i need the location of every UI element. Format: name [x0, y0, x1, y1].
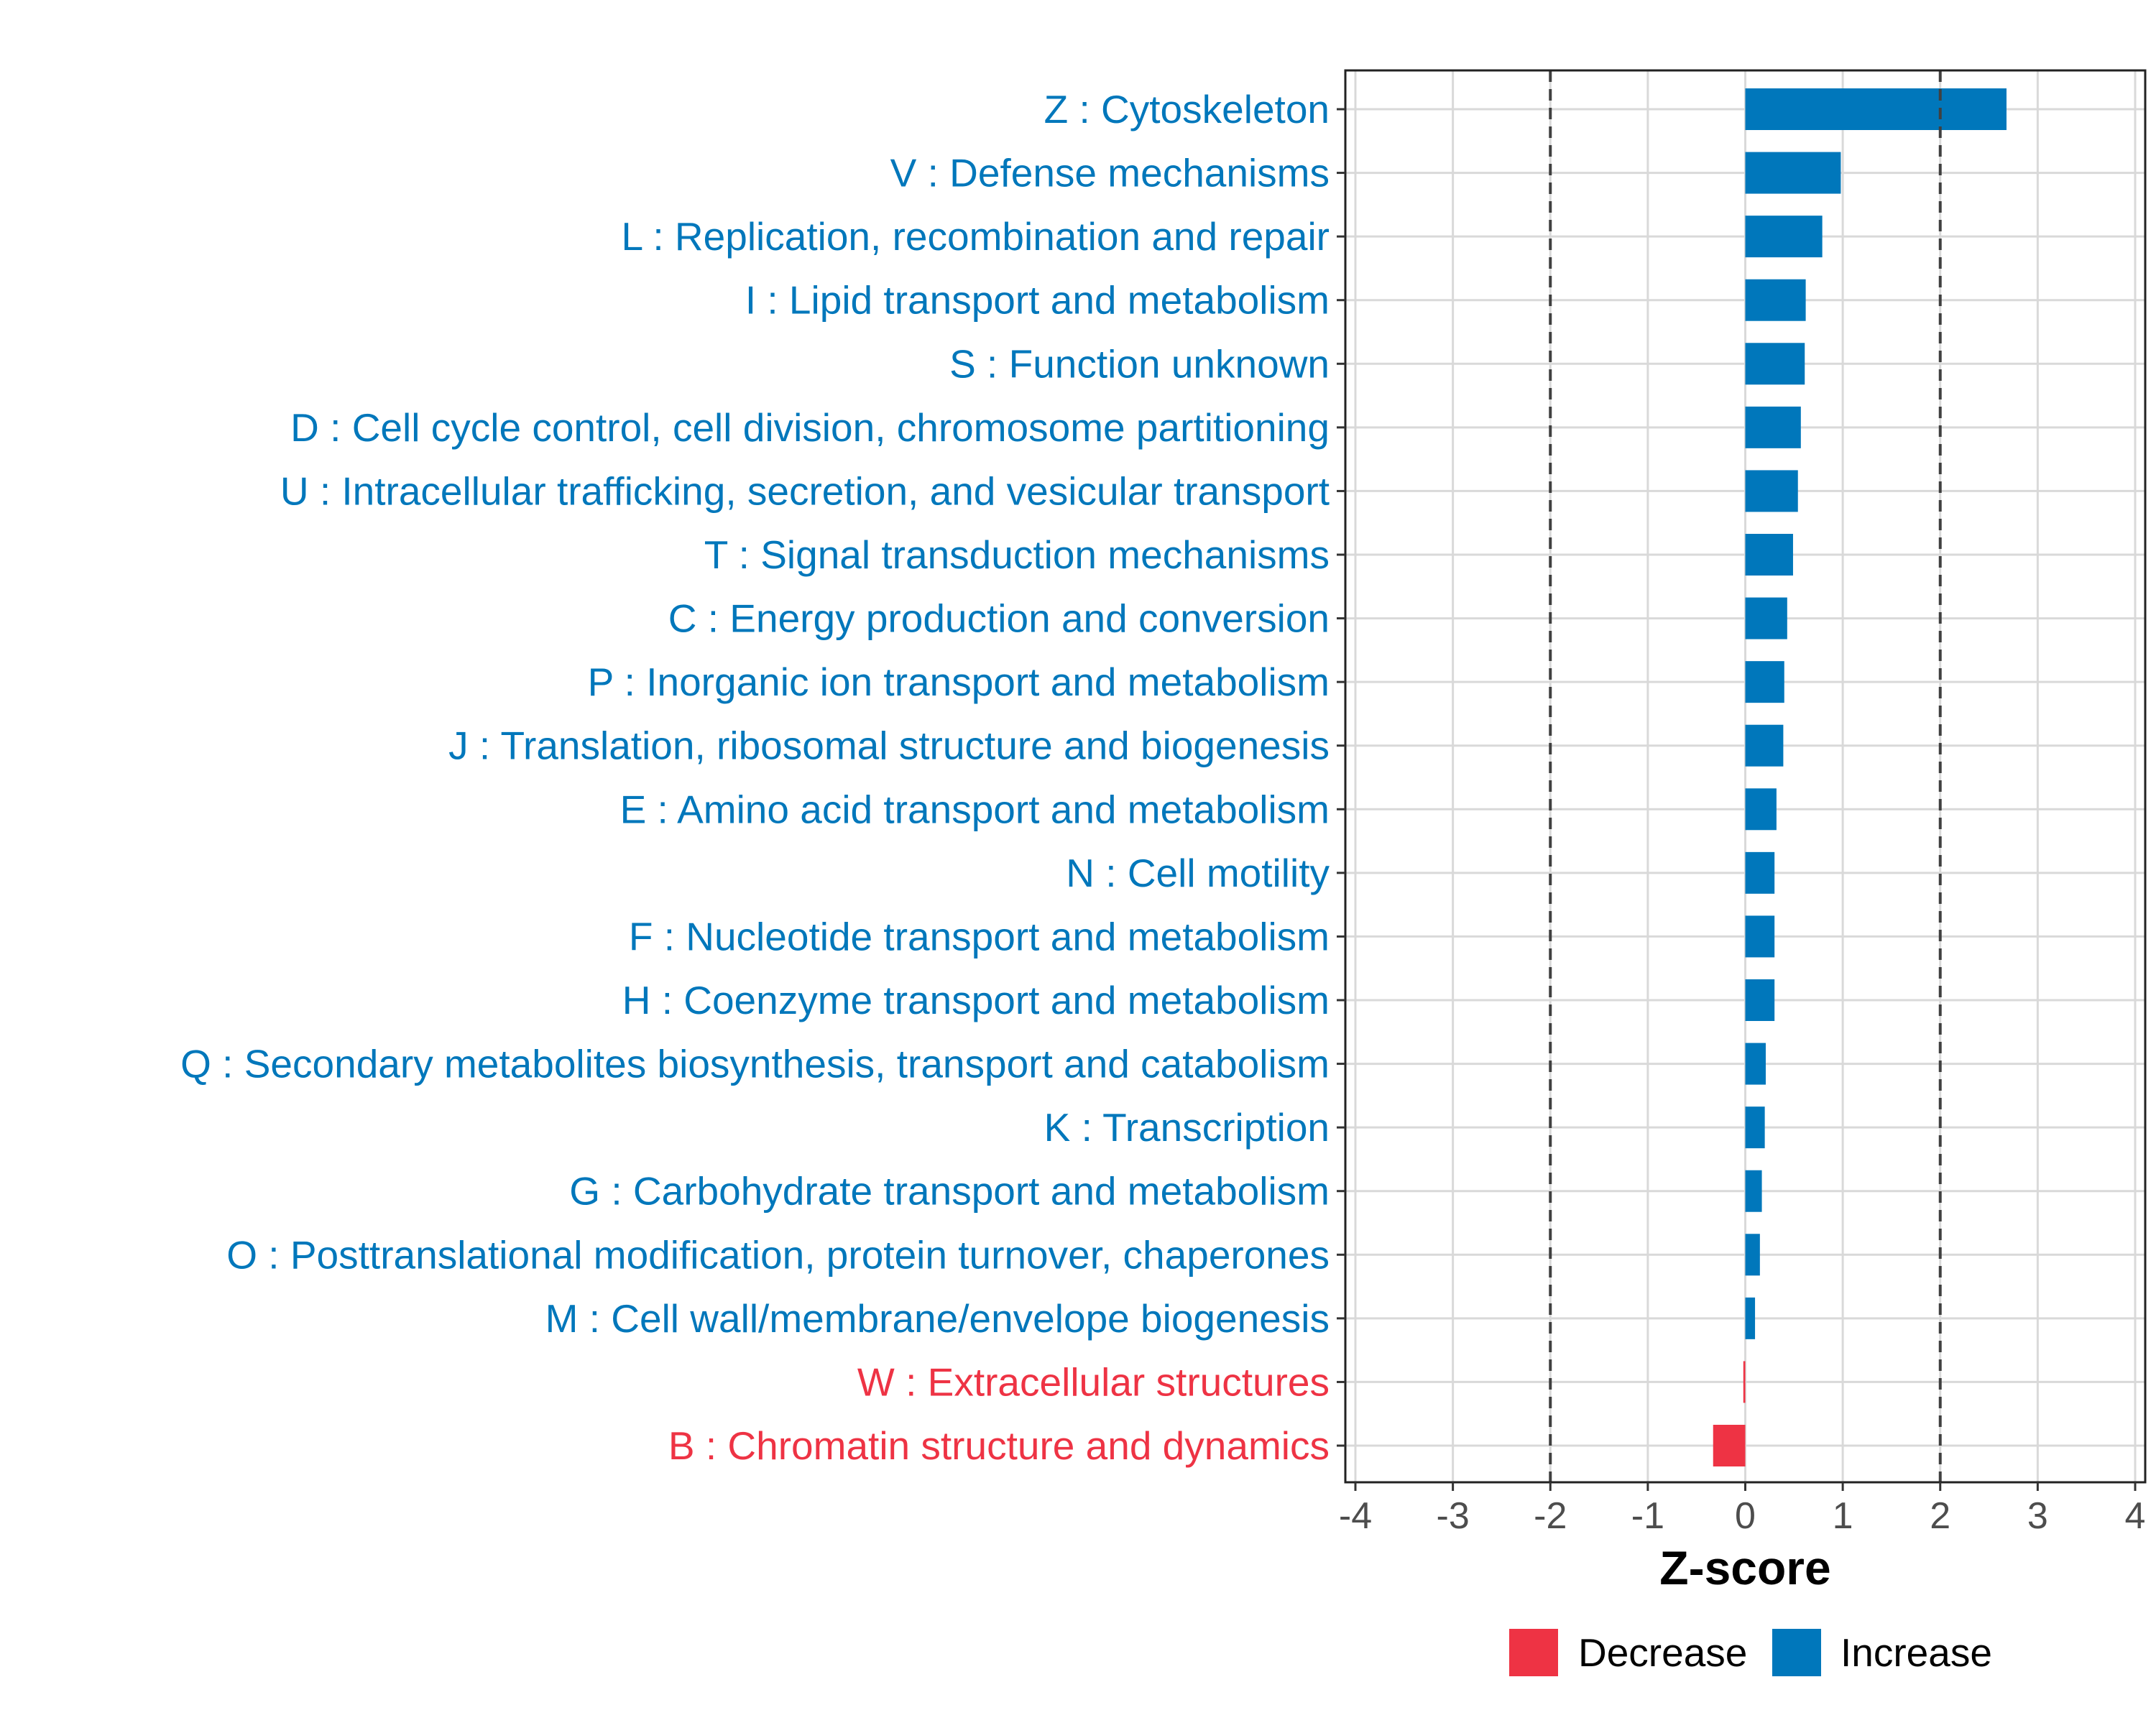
bar-k	[1745, 1106, 1765, 1149]
category-label: O : Posttranslational modification, prot…	[226, 1232, 1330, 1277]
legend-key-increase	[1772, 1629, 1821, 1676]
x-tick-label: 0	[1735, 1495, 1756, 1537]
bar-t	[1745, 534, 1793, 576]
x-tick-label: 4	[2125, 1495, 2146, 1537]
category-label: S : Function unknown	[949, 341, 1330, 386]
x-tick-label: -1	[1631, 1495, 1664, 1537]
bar-c	[1745, 597, 1787, 639]
x-tick-label: 2	[1930, 1495, 1950, 1537]
bar-g	[1745, 1170, 1762, 1212]
bar-n	[1745, 851, 1775, 894]
category-label: Z : Cytoskeleton	[1044, 87, 1330, 131]
legend-label-decrease: Decrease	[1578, 1630, 1747, 1675]
category-label: T : Signal transduction mechanisms	[704, 532, 1330, 577]
category-label: D : Cell cycle control, cell division, c…	[290, 405, 1330, 450]
bar-l	[1745, 216, 1823, 258]
x-axis-title: Z-score	[1659, 1541, 1830, 1594]
bar-u	[1745, 470, 1798, 512]
bar-i	[1745, 279, 1806, 321]
x-tick-label: -4	[1339, 1495, 1372, 1537]
category-label: L : Replication, recombination and repai…	[622, 214, 1330, 259]
bar-m	[1745, 1297, 1756, 1339]
category-label: N : Cell motility	[1066, 851, 1330, 895]
bar-q	[1745, 1043, 1766, 1085]
legend-key-decrease	[1509, 1629, 1558, 1676]
bar-h	[1745, 979, 1775, 1021]
x-tick-label: -3	[1437, 1495, 1470, 1537]
bar-f	[1745, 915, 1775, 958]
bar-s	[1745, 343, 1805, 385]
category-label: F : Nucleotide transport and metabolism	[629, 914, 1330, 958]
category-label: I : Lipid transport and metabolism	[745, 278, 1330, 323]
bar-z	[1745, 88, 2007, 130]
category-label: B : Chromatin structure and dynamics	[668, 1423, 1330, 1468]
bar-v	[1745, 152, 1841, 194]
category-label: E : Amino acid transport and metabolism	[620, 787, 1330, 831]
category-label: V : Defense mechanisms	[890, 151, 1330, 195]
category-label: W : Extracellular structures	[857, 1359, 1330, 1404]
x-tick-label: 1	[1833, 1495, 1853, 1537]
bar-d	[1745, 406, 1801, 448]
category-label: H : Coenzyme transport and metabolism	[622, 978, 1330, 1022]
bar-j	[1745, 724, 1784, 767]
category-label: M : Cell wall/membrane/envelope biogenes…	[545, 1296, 1330, 1341]
x-tick-label: -2	[1534, 1495, 1567, 1537]
category-label: C : Energy production and conversion	[668, 596, 1330, 641]
bar-o	[1745, 1234, 1760, 1276]
category-label: J : Translation, ribosomal structure and…	[448, 724, 1330, 768]
category-label: P : Inorganic ion transport and metaboli…	[588, 660, 1330, 704]
category-label: U : Intracellular trafficking, secretion…	[280, 468, 1330, 513]
category-label: G : Carbohydrate transport and metabolis…	[569, 1169, 1330, 1214]
bar-b	[1713, 1425, 1746, 1466]
bar-e	[1745, 788, 1777, 831]
legend-label-increase: Increase	[1841, 1630, 1992, 1675]
bar-w	[1743, 1361, 1746, 1403]
category-label: Q : Secondary metabolites biosynthesis, …	[180, 1042, 1330, 1086]
category-label: K : Transcription	[1044, 1105, 1330, 1150]
x-tick-label: 3	[2027, 1495, 2048, 1537]
bar-p	[1745, 661, 1784, 703]
